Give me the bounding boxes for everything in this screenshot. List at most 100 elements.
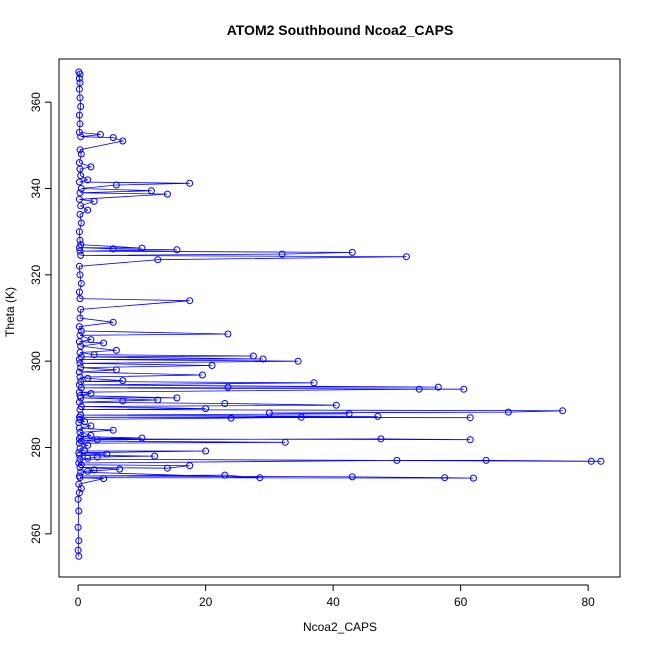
data-point [186,462,194,470]
y-tick-label: 360 [29,92,43,112]
data-point [77,219,85,227]
data-point [77,150,85,158]
data-point [76,271,84,279]
x-tick-label: 60 [454,595,468,609]
x-axis: 0 20 40 60 80 [75,584,595,609]
data-point [116,465,124,473]
data-point [224,383,232,391]
data-point [84,374,92,382]
plot-data [74,68,605,560]
data-point [75,111,83,119]
data-point [221,400,229,407]
data-point [259,355,267,363]
data-point [77,185,85,192]
data-point [256,474,264,482]
data-point [77,103,85,110]
data-point [75,480,83,488]
data-point [75,472,83,480]
data-point [75,381,83,389]
data-point [154,256,162,264]
data-point [77,251,85,259]
data-point [482,456,490,464]
data-point [466,414,474,422]
data-point [119,137,127,145]
data-point [75,128,83,136]
data-point [559,407,567,415]
data-point [84,441,92,449]
data-point [348,473,356,481]
data-point [77,241,85,249]
data-point [87,336,95,344]
data-point [74,495,82,503]
data-point [84,454,92,462]
data-point [96,131,104,138]
data-point [75,195,83,203]
y-tick-label: 320 [29,265,43,285]
data-point [75,451,83,459]
data-point [76,79,84,87]
y-tick-label: 340 [29,178,43,198]
data-point [100,339,108,347]
data-point [202,447,210,455]
data-point [77,433,85,441]
data-point [77,133,85,141]
data-point [154,396,162,404]
data-point [75,262,83,270]
data-point [77,342,85,350]
data-point [87,163,95,171]
x-tick-label: 40 [326,595,340,609]
data-point [76,331,84,339]
data-point [77,437,85,445]
data-point [77,327,85,335]
data-point [75,388,83,396]
data-point [75,74,83,82]
data-point [332,401,340,409]
data-point [75,459,83,467]
data-point [75,368,83,376]
data-point [434,383,442,391]
data-point [198,371,206,379]
data-point [87,422,95,430]
y-tick-label: 260 [29,524,43,544]
data-point [112,366,120,374]
y-tick-label: 280 [29,437,43,457]
data-point [119,377,127,385]
data-point [77,305,85,313]
data-point [87,431,95,439]
data-point [441,474,449,482]
data-point [297,413,305,421]
data-point [75,323,83,331]
data-point [76,165,84,173]
data-point [76,120,84,128]
data-point [138,244,146,252]
data-point [186,179,194,187]
data-point [76,314,84,322]
data-point [90,351,98,359]
data-point [75,398,83,406]
data-point [186,297,194,305]
data-point [77,353,85,361]
data-point [224,330,232,338]
data-point [202,405,210,413]
data-point [147,187,155,195]
data-point [76,247,84,255]
data-point [93,453,101,461]
data-point [76,236,84,244]
data-point [87,390,95,397]
data-point [75,85,83,93]
data-point [75,68,83,76]
data-point [76,189,84,197]
data-point [466,436,474,444]
data-point [163,190,171,198]
data-point [77,403,85,410]
series-line [77,71,601,557]
data-point [75,439,83,447]
data-point [103,450,111,458]
data-point [294,357,302,365]
data-point [100,475,108,483]
x-axis-label: Ncoa2_CAPS [303,620,377,634]
data-point [345,410,353,418]
data-point [587,457,595,465]
x-tick-label: 0 [75,595,82,609]
data-point [281,438,289,446]
